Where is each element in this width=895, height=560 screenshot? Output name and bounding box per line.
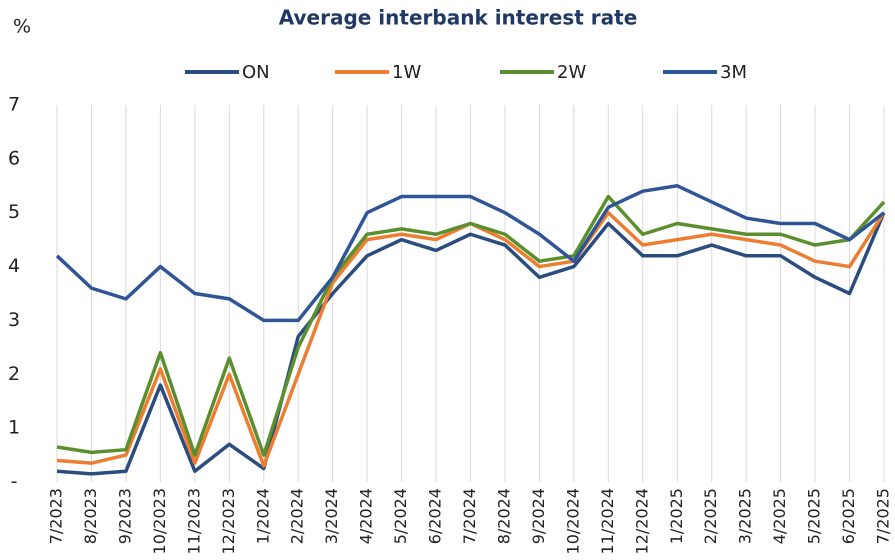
y-axis-label: % [13, 16, 31, 38]
x-tick-label: 6/2024 [426, 488, 445, 544]
series-line [56, 194, 886, 457]
y-tick-label: - [11, 471, 18, 493]
x-tick-label: 7/2024 [460, 488, 479, 544]
x-tick-label: 12/2024 [632, 488, 651, 554]
x-tick-label: 1/2024 [253, 488, 272, 544]
x-tick-label: 7/2025 [874, 488, 893, 544]
x-tick-label: 5/2025 [805, 488, 824, 544]
series-line [55, 184, 886, 323]
legend-label: 3M [720, 62, 747, 83]
x-tick-label: 3/2025 [736, 488, 755, 544]
x-tick-label: 10/2023 [150, 488, 169, 554]
y-tick-label: 6 [8, 147, 20, 169]
x-tick-label: 8/2023 [81, 488, 100, 544]
x-tick-label: 10/2024 [563, 488, 582, 554]
y-tick-label: 3 [8, 309, 20, 331]
x-tick-label: 2/2025 [701, 488, 720, 544]
x-tick-label: 4/2024 [357, 488, 376, 544]
legend-label: 2W [557, 62, 586, 83]
legend-label: ON [242, 62, 270, 83]
series-line [56, 212, 886, 476]
y-tick-label: 5 [8, 201, 20, 223]
x-tick-label: 2/2024 [288, 488, 307, 544]
x-tick-label: 7/2023 [47, 488, 66, 544]
legend-label: 1W [392, 62, 421, 83]
x-tick-label: 11/2023 [184, 488, 203, 554]
x-tick-label: 8/2024 [494, 488, 513, 544]
y-tick-label: 1 [8, 417, 20, 439]
chart-title: Average interbank interest rate [279, 6, 638, 30]
y-tick-label: 7 [8, 94, 20, 116]
y-tick-label: 4 [8, 255, 20, 277]
x-tick-label: 5/2024 [391, 488, 410, 544]
x-tick-label: 12/2023 [219, 488, 238, 554]
x-tick-label: 6/2025 [839, 488, 858, 544]
x-tick-label: 3/2024 [322, 488, 341, 544]
x-tick-label: 4/2025 [770, 488, 789, 544]
y-tick-label: 2 [8, 363, 20, 385]
x-tick-label: 11/2024 [598, 488, 617, 554]
x-tick-label: 9/2023 [115, 488, 134, 544]
x-tick-label: 9/2024 [529, 488, 548, 544]
x-tick-label: 1/2025 [667, 488, 686, 544]
